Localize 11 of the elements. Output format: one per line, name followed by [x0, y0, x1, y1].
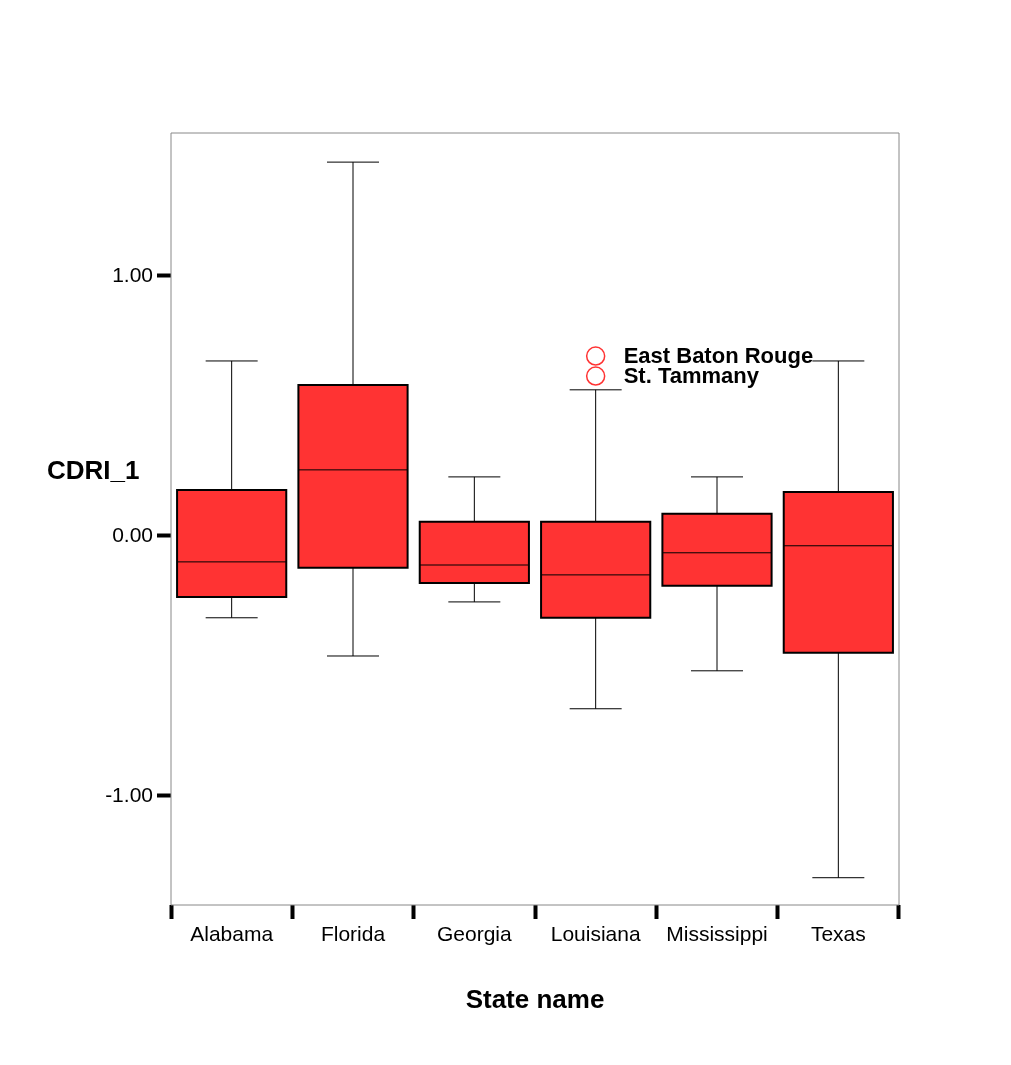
x-tick-label: Florida — [320, 922, 386, 946]
x-axis-title: State name — [465, 984, 605, 1015]
y-axis-title: CDRI_1 — [47, 455, 140, 486]
x-tick-label: Mississippi — [666, 922, 768, 946]
y-tick-label: -1.00 — [105, 782, 153, 806]
y-tick-label: 0.00 — [112, 522, 153, 546]
x-tick-label: Louisiana — [550, 922, 641, 946]
x-tick-label: Georgia — [436, 922, 512, 946]
x-tick-label: Texas — [810, 922, 866, 946]
x-tick-label: Alabama — [190, 922, 274, 946]
y-tick-label: 1.00 — [112, 262, 153, 286]
